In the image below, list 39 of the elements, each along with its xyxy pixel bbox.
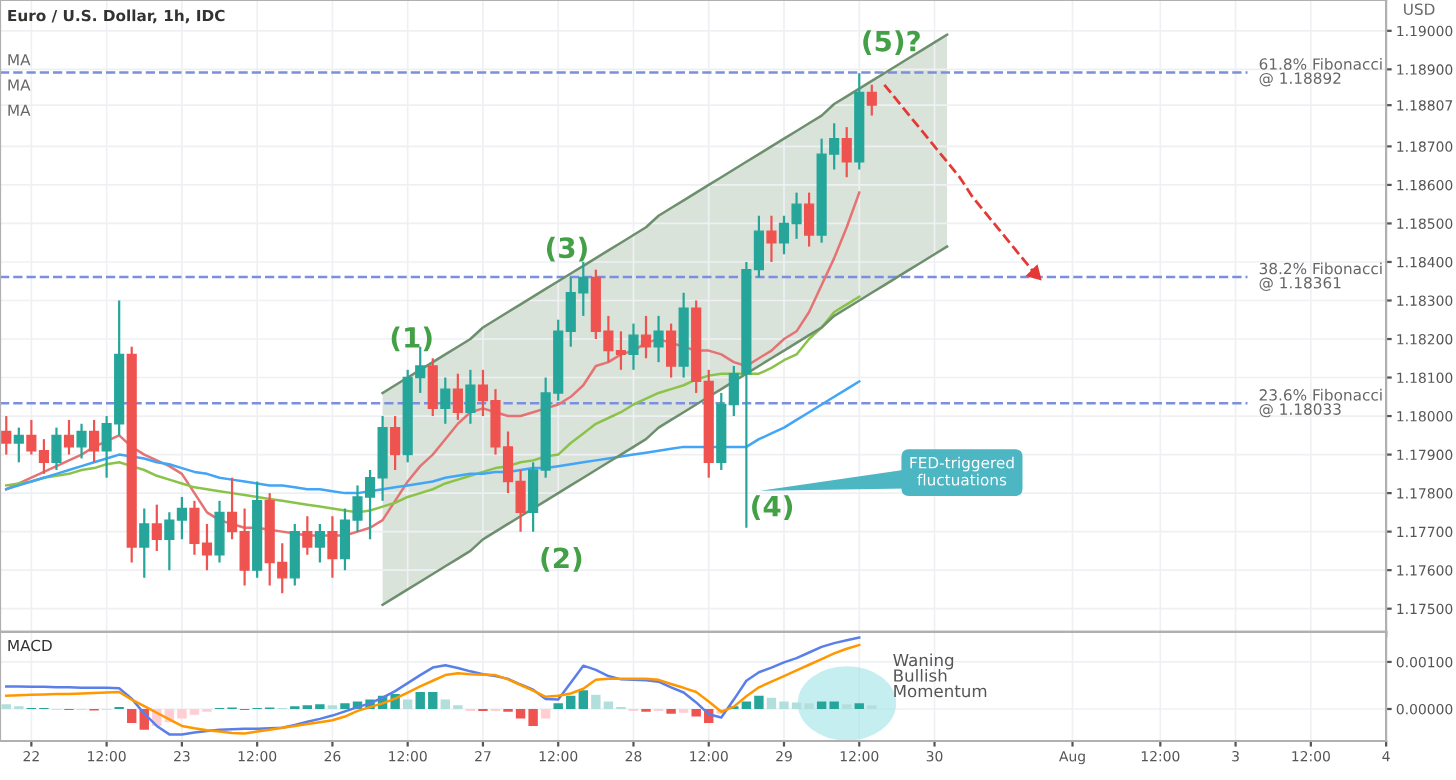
candlestick [314,522,325,564]
candlestick [427,357,438,418]
line-series [381,33,949,395]
candlestick [51,426,62,472]
annotation: (5)? [863,30,920,55]
bar [540,708,551,719]
candlestick [841,126,852,179]
candlestick [866,83,877,117]
candlestick [302,515,313,556]
bar [578,690,588,709]
annotation: (4) [752,495,793,520]
annotation: (3) [546,236,587,262]
bar [666,708,676,714]
bar [127,708,137,724]
candlestick [653,314,664,364]
candlestick [13,426,24,464]
candlestick [628,322,639,371]
candlestick [1,414,12,456]
candlestick [63,418,75,456]
bar [854,703,864,709]
candlestick [76,422,87,460]
annotation: (1) [391,326,432,352]
candlestick [289,522,300,587]
annotation: (2) [541,547,582,572]
candlestick [666,322,677,379]
candlestick [804,191,815,248]
bar [402,699,413,709]
candlestick [640,314,652,360]
candlestick [151,503,162,553]
candlestick [88,418,100,464]
candlestick [327,515,338,579]
annotation: Waning Bullish Momentum [893,653,987,698]
candlestick [390,414,401,472]
candlestick [452,372,463,422]
candlestick [440,376,451,425]
candlestick [214,499,225,564]
candlestick [766,214,777,264]
candlestick [139,507,150,579]
candlestick [465,368,476,425]
